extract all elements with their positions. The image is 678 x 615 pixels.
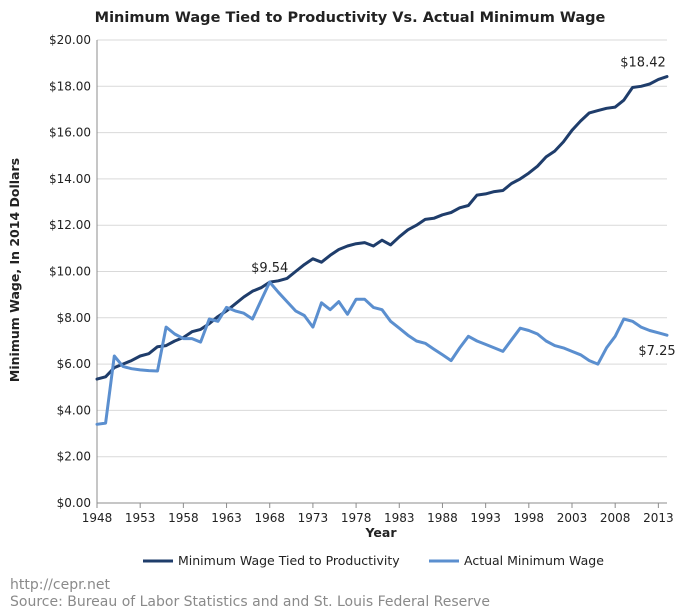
data-label: $18.42 — [620, 56, 666, 71]
x-tick-label: 1993 — [470, 511, 501, 525]
legend-label-actual: Actual Minimum Wage — [464, 553, 604, 568]
x-tick-label: 1973 — [298, 511, 329, 525]
x-tick-labels: 1948 1953 1958 1963 1968 1973 1978 1983 1988 1993… — [82, 511, 674, 525]
axes — [96, 40, 667, 508]
y-tick-label: $4.00 — [57, 403, 91, 417]
x-tick-label: 1998 — [514, 511, 545, 525]
x-tick-label: 1953 — [125, 511, 156, 525]
y-tick-labels: $0.00 $2.00 $4.00 $6.00 $8.00 $10.00 $12.00 $14… — [49, 33, 91, 510]
x-tick-label: 1968 — [254, 511, 285, 525]
y-tick-label: $2.00 — [57, 450, 91, 464]
series-lines — [95, 75, 669, 426]
grid-lines — [97, 39, 667, 458]
y-axis-label: Minimum Wage, In 2014 Dollars — [7, 158, 22, 382]
y-tick-label: $0.00 — [57, 496, 91, 510]
y-tick-label: $8.00 — [57, 311, 91, 325]
x-tick-label: 2013 — [643, 511, 674, 525]
chart-title: Minimum Wage Tied to Productivity Vs. Ac… — [95, 10, 606, 26]
y-tick-label: $20.00 — [49, 33, 91, 47]
y-tick-label: $16.00 — [49, 126, 91, 140]
footer-url: http://cepr.net — [10, 577, 110, 593]
data-label: $9.54 — [251, 261, 288, 276]
x-tick-label: 1958 — [168, 511, 199, 525]
y-tick-label: $6.00 — [57, 357, 91, 371]
y-tick-label: $12.00 — [49, 218, 91, 232]
x-tick-label: 1948 — [82, 511, 113, 525]
x-tick-label: 2008 — [600, 511, 631, 525]
y-tick-label: $10.00 — [49, 265, 91, 279]
x-tick-label: 1963 — [211, 511, 242, 525]
annotations: $18.42 $9.54 $7.25 — [251, 56, 675, 360]
y-tick-label: $14.00 — [49, 172, 91, 186]
x-tick-label: 1988 — [427, 511, 458, 525]
y-tick-label: $18.00 — [49, 79, 91, 93]
legend: Minimum Wage Tied to Productivity Actual… — [143, 553, 604, 568]
x-tick-label: 2003 — [557, 511, 588, 525]
data-label: $7.25 — [638, 344, 675, 359]
x-tick-label: 1983 — [384, 511, 415, 525]
x-tick-label: 1978 — [341, 511, 372, 525]
series-line-productivity — [95, 75, 669, 381]
footer-source: Source: Bureau of Labor Statistics and a… — [10, 594, 490, 610]
series-line-actual — [95, 280, 669, 426]
legend-label-productivity: Minimum Wage Tied to Productivity — [178, 553, 400, 568]
x-axis-label: Year — [365, 525, 398, 540]
